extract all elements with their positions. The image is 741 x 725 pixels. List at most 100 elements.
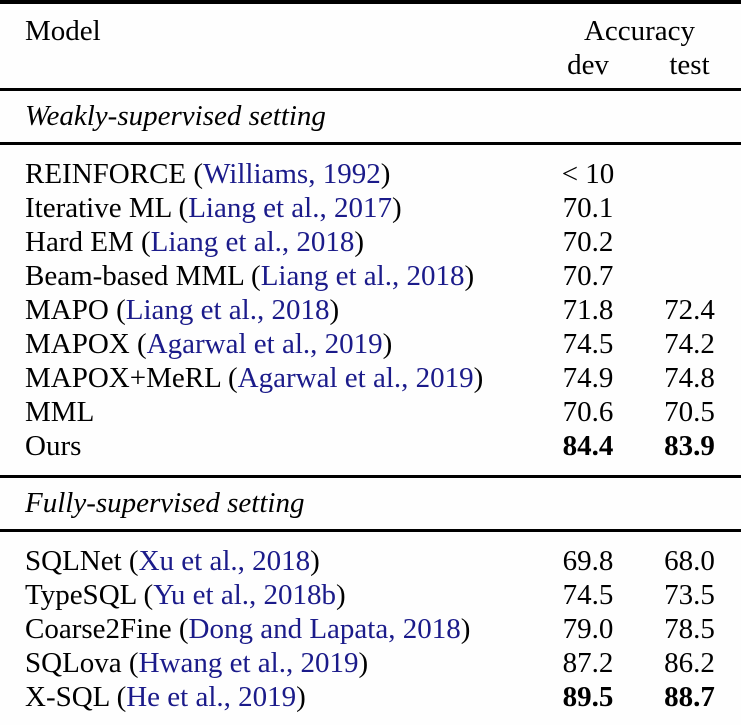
model-name: X-SQL <box>25 681 117 713</box>
model-name: SQLNet <box>25 545 129 577</box>
model-name: TypeSQL <box>25 579 144 611</box>
citation-close-paren: ) <box>391 192 402 224</box>
citation-open-paren: ( <box>128 647 139 679</box>
citation-link[interactable]: Agarwal et al., 2019 <box>237 362 474 394</box>
test-value <box>638 259 741 293</box>
citation-link[interactable]: Liang et al., 2018 <box>260 260 465 292</box>
citation-link[interactable]: Yu et al., 2018b <box>153 579 337 611</box>
citation-open-paren: ( <box>228 362 238 394</box>
citation-close-paren: ) <box>473 362 484 394</box>
citation-link[interactable]: Liang et al., 2017 <box>188 192 392 224</box>
test-value <box>638 144 741 192</box>
citation-open-paren: ( <box>140 226 151 258</box>
test-value: 70.5 <box>664 396 715 428</box>
dev-value: 74.5 <box>562 328 614 360</box>
dev-value: 70.1 <box>562 192 614 224</box>
model-name: MAPOX+MeRL <box>25 362 228 394</box>
citation-close-paren: ) <box>336 579 346 611</box>
citation-link[interactable]: Hwang et al., 2019 <box>138 647 359 679</box>
section-title: Weakly-supervised setting <box>25 100 326 132</box>
citation-close-paren: ) <box>464 260 475 292</box>
citation-link[interactable]: Liang et al., 2018 <box>125 294 330 326</box>
model-cell: Hard EM (Liang et al., 2018) <box>0 225 538 259</box>
model-cell: MAPOX (Agarwal et al., 2019) <box>0 327 538 361</box>
dev-value: 87.2 <box>562 647 614 679</box>
citation-close-paren: ) <box>296 681 306 713</box>
dev-value: 70.7 <box>562 260 614 292</box>
citation-close-paren: ) <box>380 158 391 190</box>
section-title-row: Fully-supervised setting <box>0 476 741 531</box>
model-name: REINFORCE <box>25 158 194 190</box>
dev-value: 69.8 <box>562 545 614 577</box>
citation-close-paren: ) <box>310 545 320 577</box>
citation-link[interactable]: Dong and Lapata, 2018 <box>188 613 461 645</box>
table-row: Iterative ML (Liang et al., 2017) 70.1 <box>0 191 741 225</box>
dev-value: 79.0 <box>562 613 614 645</box>
citation-close-paren: ) <box>358 647 369 679</box>
header-row-top: Model Accuracy <box>0 2 741 48</box>
dev-value: 70.6 <box>562 396 614 428</box>
section-title-row: Weakly-supervised setting <box>0 89 741 144</box>
model-name: Ours <box>25 430 82 462</box>
citation-link[interactable]: He et al., 2019 <box>126 681 297 713</box>
model-cell: Beam-based MML (Liang et al., 2018) <box>0 259 538 293</box>
test-value: 83.9 <box>664 430 715 462</box>
citation-open-paren: ( <box>128 545 139 577</box>
citation-open-paren: ( <box>116 294 126 326</box>
table-row: Hard EM (Liang et al., 2018) 70.2 <box>0 225 741 259</box>
table-row: MAPO (Liang et al., 2018) 71.8 72.4 <box>0 293 741 327</box>
table-row: MML 70.6 70.5 <box>0 395 741 429</box>
model-cell: SQLNet (Xu et al., 2018) <box>0 531 538 579</box>
citation-open-paren: ( <box>137 328 147 360</box>
column-header-accuracy: Accuracy <box>583 15 696 47</box>
citation-open-paren: ( <box>143 579 154 611</box>
table-row: Beam-based MML (Liang et al., 2018) 70.7 <box>0 259 741 293</box>
model-name: Iterative ML <box>25 192 179 224</box>
section-weakly-supervised: Weakly-supervised setting REINFORCE (Wil… <box>0 89 741 477</box>
table-row: SQLNet (Xu et al., 2018) 69.8 68.0 <box>0 531 741 579</box>
model-cell: Coarse2Fine (Dong and Lapata, 2018) <box>0 612 538 646</box>
model-name: Beam-based MML <box>25 260 252 292</box>
citation-link[interactable]: Williams, 1992 <box>203 158 381 190</box>
model-name: Hard EM <box>25 226 141 258</box>
citation-link[interactable]: Liang et al., 2018 <box>150 226 355 258</box>
model-cell: Ours <box>0 429 538 477</box>
dev-value: 70.2 <box>562 226 614 258</box>
model-cell: X-SQL (He et al., 2019) <box>0 680 538 725</box>
dev-value: 71.8 <box>562 294 614 326</box>
table-row: MAPOX+MeRL (Agarwal et al., 2019) 74.9 7… <box>0 361 741 395</box>
dev-value: 74.5 <box>562 579 614 611</box>
citation-link[interactable]: Xu et al., 2018 <box>138 545 311 577</box>
section-title: Fully-supervised setting <box>25 487 305 519</box>
table-row: Coarse2Fine (Dong and Lapata, 2018) 79.0… <box>0 612 741 646</box>
model-cell: SQLova (Hwang et al., 2019) <box>0 646 538 680</box>
table-row-ours: Ours 84.4 83.9 <box>0 429 741 477</box>
citation-open-paren: ( <box>251 260 261 292</box>
citation-link[interactable]: Agarwal et al., 2019 <box>146 328 383 360</box>
header-row-sub: dev test <box>0 48 741 90</box>
table-row: REINFORCE (Williams, 1992) < 10 <box>0 144 741 192</box>
model-cell: TypeSQL (Yu et al., 2018b) <box>0 578 538 612</box>
citation-close-paren: ) <box>460 613 471 645</box>
model-name: Coarse2Fine <box>25 613 179 645</box>
model-cell: Iterative ML (Liang et al., 2017) <box>0 191 538 225</box>
column-header-model: Model <box>25 15 101 47</box>
test-value: 86.2 <box>664 647 715 679</box>
model-cell: MAPOX+MeRL (Agarwal et al., 2019) <box>0 361 538 395</box>
citation-open-paren: ( <box>178 192 189 224</box>
test-value: 72.4 <box>664 294 715 326</box>
citation-close-paren: ) <box>329 294 340 326</box>
dev-value: < 10 <box>561 158 615 190</box>
citation-close-paren: ) <box>382 328 393 360</box>
section-fully-supervised: Fully-supervised setting SQLNet (Xu et a… <box>0 476 741 725</box>
table-header: Model Accuracy dev test <box>0 2 741 90</box>
test-value <box>638 225 741 259</box>
test-value: 73.5 <box>664 579 715 611</box>
citation-open-paren: ( <box>116 681 127 713</box>
model-cell: REINFORCE (Williams, 1992) <box>0 144 538 192</box>
test-value: 78.5 <box>664 613 715 645</box>
dev-value: 84.4 <box>562 430 614 462</box>
test-value: 74.8 <box>664 362 715 394</box>
